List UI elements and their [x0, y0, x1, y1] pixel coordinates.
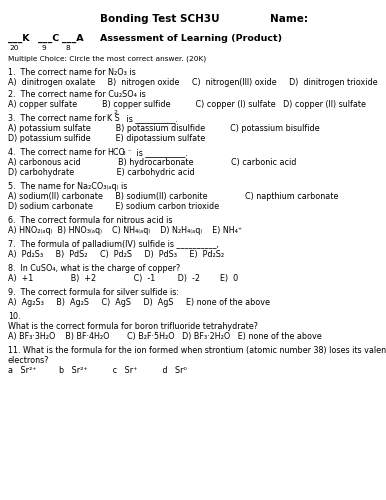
- Text: A) copper sulfate          B) copper sulfide          C) copper (I) sulfate   D): A) copper sulfate B) copper sulfide C) c…: [8, 100, 366, 109]
- Text: A) HNO₂₍ₐq₎  B) HNO₃₍ₐq₎    C) NH₄₍ₐq₎    D) N₂H₄₍ₐq₎    E) NH₄⁺: A) HNO₂₍ₐq₎ B) HNO₃₍ₐq₎ C) NH₄₍ₐq₎ D) N₂…: [8, 226, 242, 235]
- Text: 1.  The correct name for N₂O₃ is: 1. The correct name for N₂O₃ is: [8, 68, 136, 77]
- Text: A) sodium(II) carbonate     B) sodium(II) carbonite               C) napthium ca: A) sodium(II) carbonate B) sodium(II) ca…: [8, 192, 339, 201]
- Text: is __________.: is __________.: [134, 148, 188, 157]
- Text: 7.  The formula of palladium(IV) sulfide is __________,: 7. The formula of palladium(IV) sulfide …: [8, 240, 219, 249]
- Text: K S: K S: [107, 114, 120, 123]
- Text: Bonding Test SCH3U: Bonding Test SCH3U: [100, 14, 220, 24]
- Text: 8.  In CuSO₄, what is the charge of copper?: 8. In CuSO₄, what is the charge of coppe…: [8, 264, 180, 273]
- Text: ⁻: ⁻: [128, 149, 132, 155]
- Text: electrons?: electrons?: [8, 356, 49, 365]
- Text: ___C: ___C: [38, 34, 59, 43]
- Text: A) potassium sulfate          B) potassium disulfide          C) potassium bisul: A) potassium sulfate B) potassium disulf…: [8, 124, 320, 133]
- Text: 2: 2: [113, 110, 117, 115]
- Text: 11. What is the formula for the ion formed when strontium (atomic number 38) los: 11. What is the formula for the ion form…: [8, 346, 386, 355]
- Text: 6.  The correct formula for nitrous acid is: 6. The correct formula for nitrous acid …: [8, 216, 173, 225]
- Text: 9.  The correct formula for silver sulfide is:: 9. The correct formula for silver sulfid…: [8, 288, 179, 297]
- Text: D) potassium sulfide          E) dipotassium sulfate: D) potassium sulfide E) dipotassium sulf…: [8, 134, 205, 143]
- Text: 3.  The correct name for: 3. The correct name for: [8, 114, 108, 123]
- Text: Name:: Name:: [270, 14, 308, 24]
- Text: ___K: ___K: [8, 34, 29, 43]
- Text: 5.  The name for Na₂CO₃₍ₐq₎ is: 5. The name for Na₂CO₃₍ₐq₎ is: [8, 182, 127, 191]
- Text: A)  +1               B)  +2               C)  -1         D)  -2        E)  0: A) +1 B) +2 C) -1 D) -2 E) 0: [8, 274, 238, 283]
- Text: D) carbohydrate                 E) carbohydric acid: D) carbohydrate E) carbohydric acid: [8, 168, 195, 177]
- Text: 2.  The correct name for Cu₂SO₄ is: 2. The correct name for Cu₂SO₄ is: [8, 90, 146, 99]
- Text: A) BF₃·3H₂O    B) BF·4H₂O       C) B₂F·5H₂O   D) BF₃·2H₂O   E) none of the above: A) BF₃·3H₂O B) BF·4H₂O C) B₂F·5H₂O D) BF…: [8, 332, 322, 341]
- Text: 10.: 10.: [8, 312, 20, 321]
- Text: 3: 3: [122, 151, 126, 156]
- Text: D) sodium carbonate         E) sodium carbon trioxide: D) sodium carbonate E) sodium carbon tri…: [8, 202, 219, 211]
- Text: HCO: HCO: [107, 148, 125, 157]
- Text: A)  Ag₂S₃     B)  Ag₂S     C)  AgS     D)  AgS     E) none of the above: A) Ag₂S₃ B) Ag₂S C) AgS D) AgS E) none o…: [8, 298, 270, 307]
- Text: 4.  The correct name for: 4. The correct name for: [8, 148, 108, 157]
- Text: 9: 9: [42, 45, 47, 51]
- Text: A)  Pd₂S₃     B)  PdS₂     C)  Pd₂S     D)  PdS₃     E)  Pd₂S₂: A) Pd₂S₃ B) PdS₂ C) Pd₂S D) PdS₃ E) Pd₂S…: [8, 250, 224, 259]
- Text: A) carbonous acid               B) hydrocarbonate               C) carbonic acid: A) carbonous acid B) hydrocarbonate C) c…: [8, 158, 296, 167]
- Text: Assessment of Learning (Product): Assessment of Learning (Product): [100, 34, 282, 43]
- Text: is __________.: is __________.: [124, 114, 178, 123]
- Text: What is the correct formula for boron trifluoride tetrahydrate?: What is the correct formula for boron tr…: [8, 322, 258, 331]
- Text: ___A: ___A: [62, 34, 84, 43]
- Text: a   Sr²⁺         b   Sr²⁺          c   Sr⁺          d   Sr⁰: a Sr²⁺ b Sr²⁺ c Sr⁺ d Sr⁰: [8, 366, 187, 375]
- Text: 20: 20: [9, 45, 19, 51]
- Text: Multiple Choice: Circle the most correct answer. (20K): Multiple Choice: Circle the most correct…: [8, 55, 206, 62]
- Text: A)  dinitrogen oxalate     B)  nitrogen oxide     C)  nitrogen(III) oxide     D): A) dinitrogen oxalate B) nitrogen oxide …: [8, 78, 378, 87]
- Text: 8: 8: [66, 45, 71, 51]
